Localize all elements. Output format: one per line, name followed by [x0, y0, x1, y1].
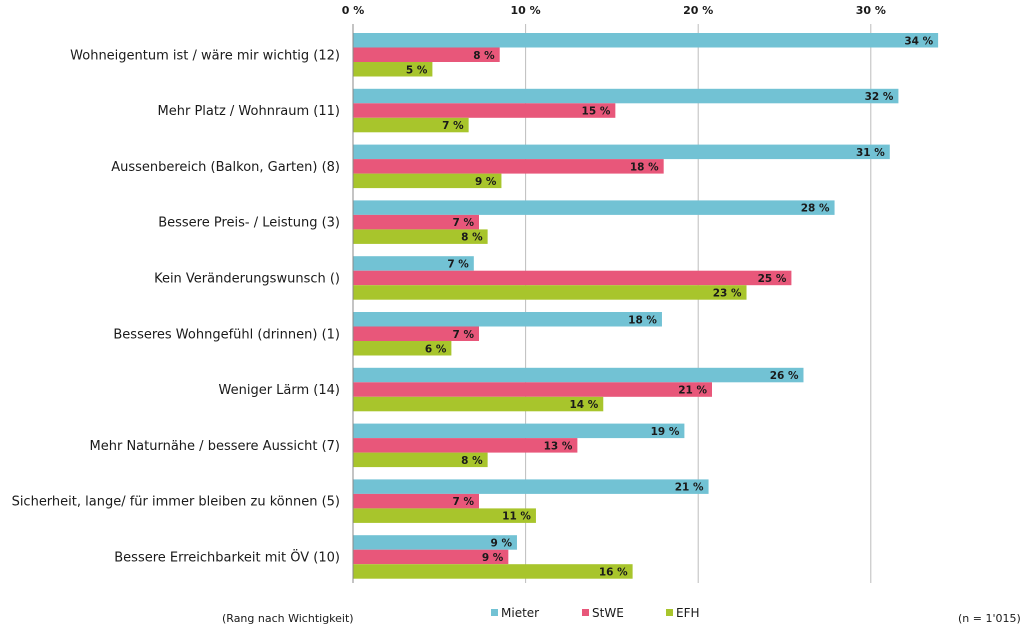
category-label: Wohneigentum ist / wäre mir wichtig (12)	[70, 48, 340, 63]
x-tick-label: 30 %	[856, 4, 886, 17]
legend-swatch-stwe	[582, 609, 589, 616]
data-label: 15 %	[582, 106, 611, 118]
data-label: 21 %	[675, 482, 704, 494]
data-label: 21 %	[678, 385, 707, 397]
bar-efh	[353, 117, 469, 133]
ranking-note: (Rang nach Wichtigkeit)	[222, 612, 354, 625]
data-label: 9 %	[482, 552, 504, 564]
data-label: 7 %	[447, 258, 469, 270]
bar-efh	[353, 173, 502, 189]
data-label: 18 %	[628, 314, 657, 326]
bar-efh	[353, 508, 536, 523]
x-tick-label: 10 %	[511, 4, 541, 17]
x-tick-label: 20 %	[683, 4, 713, 17]
bar-efh	[353, 285, 747, 300]
bar-mieter	[353, 88, 899, 104]
data-label: 7 %	[453, 217, 475, 229]
data-label: 31 %	[856, 147, 885, 159]
data-label: 9 %	[475, 176, 497, 188]
data-label: 18 %	[630, 161, 659, 173]
bar-efh	[353, 452, 488, 468]
data-label: 14 %	[569, 399, 598, 411]
bar-mieter	[353, 256, 474, 271]
bar-mieter	[353, 33, 939, 48]
bar-mieter	[353, 144, 890, 160]
bar-stwe	[353, 382, 713, 397]
category-label: Mehr Naturnähe / bessere Aussicht (7)	[90, 439, 340, 454]
data-label: 7 %	[453, 496, 475, 508]
bar-mieter	[353, 479, 709, 494]
bar-stwe	[353, 214, 479, 230]
bar-stwe	[353, 493, 479, 509]
category-label: Mehr Platz / Wohnraum (11)	[158, 104, 340, 119]
category-label: Aussenbereich (Balkon, Garten) (8)	[111, 160, 340, 175]
category-label: Besseres Wohngefühl (drinnen) (1)	[113, 327, 340, 342]
data-label: 5 %	[406, 64, 428, 76]
bar-mieter	[353, 535, 517, 550]
data-label: 34 %	[904, 35, 933, 47]
legend-label-efh: EFH	[676, 606, 700, 620]
category-label: Sicherheit, lange/ für immer bleiben zu …	[12, 495, 340, 510]
bar-efh	[353, 396, 604, 412]
legend-label-stwe: StWE	[592, 606, 624, 620]
category-label: Bessere Erreichbarkeit mit ÖV (10)	[114, 548, 340, 565]
data-label: 25 %	[758, 273, 787, 285]
data-label: 28 %	[801, 203, 830, 215]
bar-stwe	[353, 270, 792, 286]
bar-efh	[353, 229, 488, 244]
legend-swatch-mieter	[491, 609, 498, 616]
bar-stwe	[353, 438, 578, 453]
bar-stwe	[353, 549, 509, 565]
x-tick-label: 0 %	[342, 4, 365, 17]
data-label: 9 %	[490, 537, 512, 549]
data-label: 6 %	[425, 343, 447, 355]
bar-efh	[353, 62, 433, 77]
data-label: 7 %	[442, 120, 464, 132]
legend-label-mieter: Mieter	[501, 606, 539, 620]
data-label: 32 %	[865, 91, 894, 103]
data-label: 23 %	[713, 287, 742, 299]
bar-mieter	[353, 367, 804, 383]
bar-efh	[353, 341, 452, 356]
data-label: 11 %	[502, 511, 531, 523]
bar-stwe	[353, 159, 664, 174]
legend-swatch-efh	[666, 609, 673, 616]
data-label: 8 %	[461, 455, 483, 467]
category-label: Weniger Lärm (14)	[219, 383, 340, 398]
bar-mieter	[353, 423, 685, 439]
bar-stwe	[353, 103, 616, 118]
bar-stwe	[353, 326, 479, 341]
data-label: 13 %	[544, 440, 573, 452]
sample-size-note: (n = 1'015)	[958, 612, 1021, 625]
data-label: 7 %	[453, 329, 475, 341]
data-label: 8 %	[461, 232, 483, 244]
category-label: Bessere Preis- / Leistung (3)	[158, 216, 340, 231]
bar-mieter	[353, 200, 835, 215]
bar-stwe	[353, 47, 500, 62]
data-label: 16 %	[599, 566, 628, 578]
data-label: 26 %	[770, 370, 799, 382]
data-label: 8 %	[473, 50, 495, 62]
bar-mieter	[353, 312, 662, 327]
data-label: 19 %	[651, 426, 680, 438]
category-label: Kein Veränderungswunsch ()	[154, 271, 340, 286]
bar-efh	[353, 564, 633, 579]
